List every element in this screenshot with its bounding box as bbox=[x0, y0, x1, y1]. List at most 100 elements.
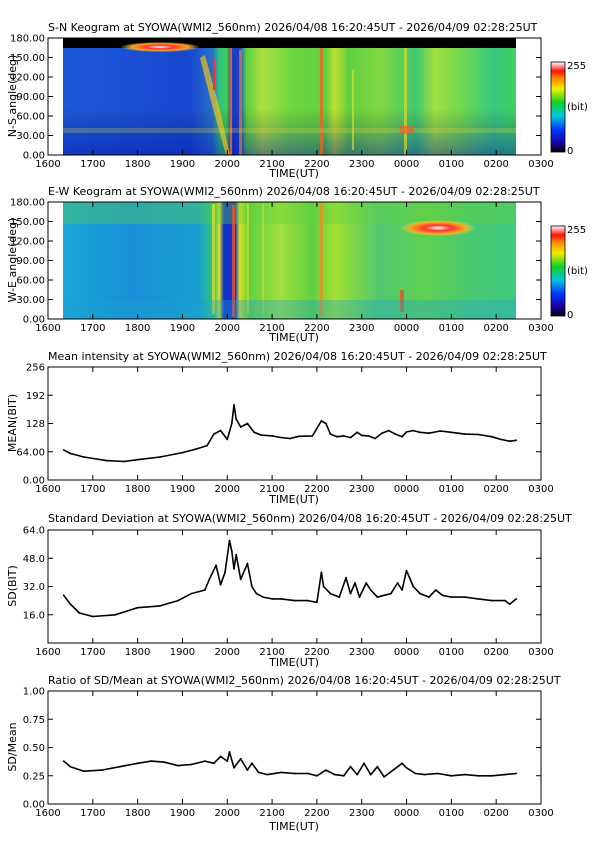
x-tick-label: 1700 bbox=[80, 323, 105, 334]
x-tick-label: 0300 bbox=[528, 159, 553, 170]
ew-colorbar-max: 255 bbox=[567, 225, 586, 236]
x-tick-label: 0100 bbox=[439, 484, 464, 495]
std-dev-panel: Standard Deviation at SYOWA(WMI2_560nm) … bbox=[6, 512, 572, 669]
x-tick-label: 0300 bbox=[528, 808, 553, 819]
data-point bbox=[266, 773, 269, 776]
data-point bbox=[228, 539, 231, 542]
data-point bbox=[251, 762, 253, 765]
data-point bbox=[356, 431, 359, 434]
data-point bbox=[322, 585, 325, 588]
data-point bbox=[118, 765, 121, 768]
y-tick-label: 32.0 bbox=[23, 582, 45, 593]
data-point bbox=[136, 762, 139, 765]
ew-keogram-ylabel: W-E angle(deg) bbox=[6, 218, 19, 303]
data-point bbox=[369, 773, 372, 776]
x-tick-label: 2200 bbox=[304, 484, 329, 495]
sn-colorbar-max: 255 bbox=[567, 61, 586, 72]
ew-keogram-image bbox=[63, 202, 516, 319]
data-line bbox=[63, 539, 517, 618]
data-point bbox=[219, 429, 222, 432]
data-point bbox=[298, 435, 300, 438]
data-point bbox=[374, 437, 377, 440]
data-point bbox=[181, 451, 184, 454]
sd-mean-ratio-xlabel: TIME(UT) bbox=[268, 820, 319, 833]
x-tick-label: 1700 bbox=[80, 159, 105, 170]
data-point bbox=[239, 426, 242, 428]
x-tick-label: 0200 bbox=[483, 159, 508, 170]
data-point bbox=[62, 594, 65, 597]
x-tick-label: 2100 bbox=[259, 484, 284, 495]
data-point bbox=[428, 596, 430, 598]
x-tick-label: 1600 bbox=[35, 323, 60, 334]
x-tick-label: 2300 bbox=[349, 647, 374, 658]
data-point bbox=[293, 772, 296, 775]
data-point bbox=[280, 771, 282, 774]
sn-keogram-panel: S-N Keogram at SYOWA(WMI2_560nm) 2026/04… bbox=[6, 21, 588, 180]
ew-keogram-title: E-W Keogram at SYOWA(WMI2_560nm) 2026/04… bbox=[48, 185, 540, 198]
data-point bbox=[477, 598, 480, 600]
data-point bbox=[325, 769, 327, 771]
data-point bbox=[62, 449, 65, 451]
x-tick-label: 0200 bbox=[483, 808, 508, 819]
y-tick-label: 180.00 bbox=[10, 198, 45, 209]
data-point bbox=[376, 596, 379, 598]
data-point bbox=[349, 436, 352, 439]
data-point bbox=[177, 599, 179, 602]
sd-mean-ratio-axes: 1600 1700 1800 1900 2000 2100 2200 2300 0000 0100… bbox=[23, 687, 554, 820]
sd-mean-ratio-title: Ratio of SD/Mean at SYOWA(WMI2_560nm) 20… bbox=[48, 674, 561, 687]
data-point bbox=[345, 576, 347, 579]
data-point bbox=[204, 589, 206, 591]
x-tick-label: 0000 bbox=[394, 808, 419, 819]
data-point bbox=[419, 592, 421, 595]
sn-keogram-xlabel: TIME(UT) bbox=[268, 167, 319, 180]
data-point bbox=[381, 432, 383, 435]
data-point bbox=[293, 599, 296, 602]
data-point bbox=[177, 764, 179, 767]
data-point bbox=[69, 603, 72, 606]
data-point bbox=[450, 774, 453, 777]
data-point bbox=[280, 598, 282, 600]
data-point bbox=[342, 435, 345, 437]
x-tick-label: 0300 bbox=[528, 323, 553, 334]
data-point bbox=[376, 765, 379, 768]
data-point bbox=[504, 599, 506, 602]
sn-keogram-image bbox=[63, 38, 516, 155]
data-point bbox=[412, 585, 415, 588]
data-point bbox=[307, 772, 309, 775]
data-point bbox=[257, 771, 260, 774]
data-point bbox=[490, 774, 493, 777]
y-tick-label: 0.50 bbox=[23, 743, 45, 754]
y-tick-label: 0.00 bbox=[23, 151, 45, 162]
sd-mean-ratio-ylabel: SD/Mean bbox=[6, 722, 19, 771]
x-tick-label: 2000 bbox=[215, 323, 240, 334]
data-point bbox=[423, 773, 426, 776]
data-point bbox=[515, 439, 518, 442]
data-line bbox=[63, 751, 517, 778]
sn-colorbar-unit: (bit) bbox=[567, 102, 588, 113]
x-tick-label: 2200 bbox=[304, 808, 329, 819]
data-point bbox=[439, 430, 442, 432]
data-point bbox=[358, 596, 361, 598]
data-point bbox=[311, 435, 314, 437]
data-point bbox=[349, 592, 352, 595]
std-dev-axes: 1600 1700 1800 1900 2000 2100 2200 2300 0000 0100… bbox=[23, 526, 554, 659]
x-tick-label: 2000 bbox=[215, 159, 240, 170]
data-point bbox=[515, 598, 518, 600]
data-point bbox=[226, 760, 229, 762]
data-point bbox=[490, 435, 493, 438]
mean-intensity-axes: 1600 1700 1800 1900 2000 2100 2200 2300 0000 0100… bbox=[16, 363, 553, 496]
data-point bbox=[226, 438, 229, 441]
data-point bbox=[206, 444, 209, 447]
data-point bbox=[405, 766, 408, 769]
data-point bbox=[390, 592, 392, 595]
data-point bbox=[230, 550, 233, 553]
x-tick-label: 1800 bbox=[125, 484, 150, 495]
data-point bbox=[235, 418, 238, 420]
data-point bbox=[405, 569, 408, 572]
data-point bbox=[412, 429, 415, 432]
data-point bbox=[215, 564, 218, 567]
data-point bbox=[159, 456, 161, 458]
x-tick-label: 2300 bbox=[349, 484, 374, 495]
data-point bbox=[91, 615, 94, 618]
